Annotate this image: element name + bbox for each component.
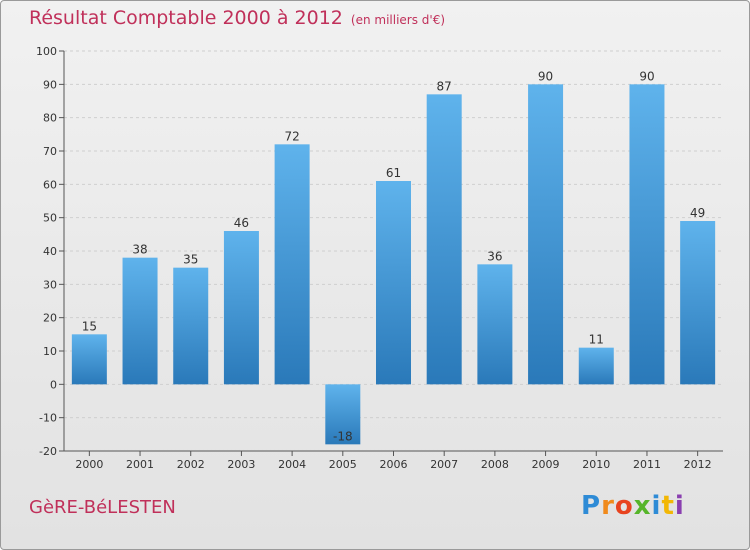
axis-layer: -20 -10 0 10 20 30 40 50 60 70 80 90 100 2000 2001 2002… xyxy=(36,45,723,471)
y-tick-label: 30 xyxy=(43,278,57,291)
x-tick-label: 2003 xyxy=(227,458,255,471)
y-tick-label: 70 xyxy=(43,145,57,158)
label-layer: 15 38 35 46 72 -18 61 87 36 90 11 90 49 xyxy=(82,69,706,443)
value-label: 90 xyxy=(538,69,553,83)
logo-letter: P xyxy=(581,491,602,521)
y-tick-label: -20 xyxy=(39,445,57,458)
bar-2001 xyxy=(122,257,158,385)
x-tick-label: 2002 xyxy=(177,458,205,471)
logo-letter: i xyxy=(651,491,662,521)
y-tick-label: 60 xyxy=(43,178,57,191)
value-label: 90 xyxy=(639,69,654,83)
y-tick-label: 100 xyxy=(36,45,57,58)
x-tick-label: 2009 xyxy=(532,458,560,471)
logo-letter: r xyxy=(601,491,615,521)
y-tick-label: 50 xyxy=(43,212,57,225)
bar-2010 xyxy=(578,347,614,385)
value-label: 15 xyxy=(82,319,97,333)
y-tick-label: 20 xyxy=(43,312,57,325)
proxiti-logo: Proxiti xyxy=(581,491,685,521)
logo-letter: t xyxy=(661,491,675,521)
bar-2009 xyxy=(528,84,564,385)
value-label: 38 xyxy=(132,243,147,257)
logo-letter: o xyxy=(614,491,634,521)
value-label: 49 xyxy=(690,206,705,220)
bar-2008 xyxy=(477,264,513,385)
value-label: 72 xyxy=(284,129,299,143)
value-label: 46 xyxy=(234,216,249,230)
x-tick-label: 2012 xyxy=(684,458,712,471)
bar-2005 xyxy=(325,384,361,445)
y-tick-label: 80 xyxy=(43,112,57,125)
chart-title-text: Résultat Comptable 2000 à 2012 xyxy=(29,7,343,29)
bar-2004 xyxy=(274,144,310,385)
logo-letter: x xyxy=(633,491,652,521)
x-tick-label: 2007 xyxy=(430,458,458,471)
x-tick-label: 2001 xyxy=(126,458,154,471)
bar-2000 xyxy=(71,334,107,385)
value-label: 87 xyxy=(437,79,452,93)
y-tick-label: 90 xyxy=(43,78,57,91)
x-tick-label: 2008 xyxy=(481,458,509,471)
x-tick-label: 2010 xyxy=(582,458,610,471)
bar-2002 xyxy=(173,267,209,385)
y-tick-label: 10 xyxy=(43,345,57,358)
bar-layer xyxy=(71,84,716,445)
value-label: -18 xyxy=(333,429,353,443)
value-label: 61 xyxy=(386,166,401,180)
logo-letter: i xyxy=(674,491,685,521)
bar-2003 xyxy=(223,231,259,385)
y-tick-label: 0 xyxy=(50,378,57,391)
x-tick-label: 2005 xyxy=(329,458,357,471)
bar-2007 xyxy=(426,94,462,385)
chart-title: Résultat Comptable 2000 à 2012 (en millie… xyxy=(29,7,445,29)
y-tick-label: -10 xyxy=(39,412,57,425)
x-tick-label: 2000 xyxy=(75,458,103,471)
x-tick-label: 2004 xyxy=(278,458,306,471)
value-label: 11 xyxy=(589,333,604,347)
y-tick-label: 40 xyxy=(43,245,57,258)
value-label: 35 xyxy=(183,253,198,267)
x-tick-label: 2011 xyxy=(633,458,661,471)
bar-2012 xyxy=(680,221,716,385)
commune-name: GèRE-BéLESTEN xyxy=(29,497,176,518)
bar-2011 xyxy=(629,84,665,385)
x-tick-label: 2006 xyxy=(380,458,408,471)
chart-subtitle: (en milliers d'€) xyxy=(350,13,446,27)
bar-2006 xyxy=(376,181,411,385)
value-label: 36 xyxy=(487,249,502,263)
